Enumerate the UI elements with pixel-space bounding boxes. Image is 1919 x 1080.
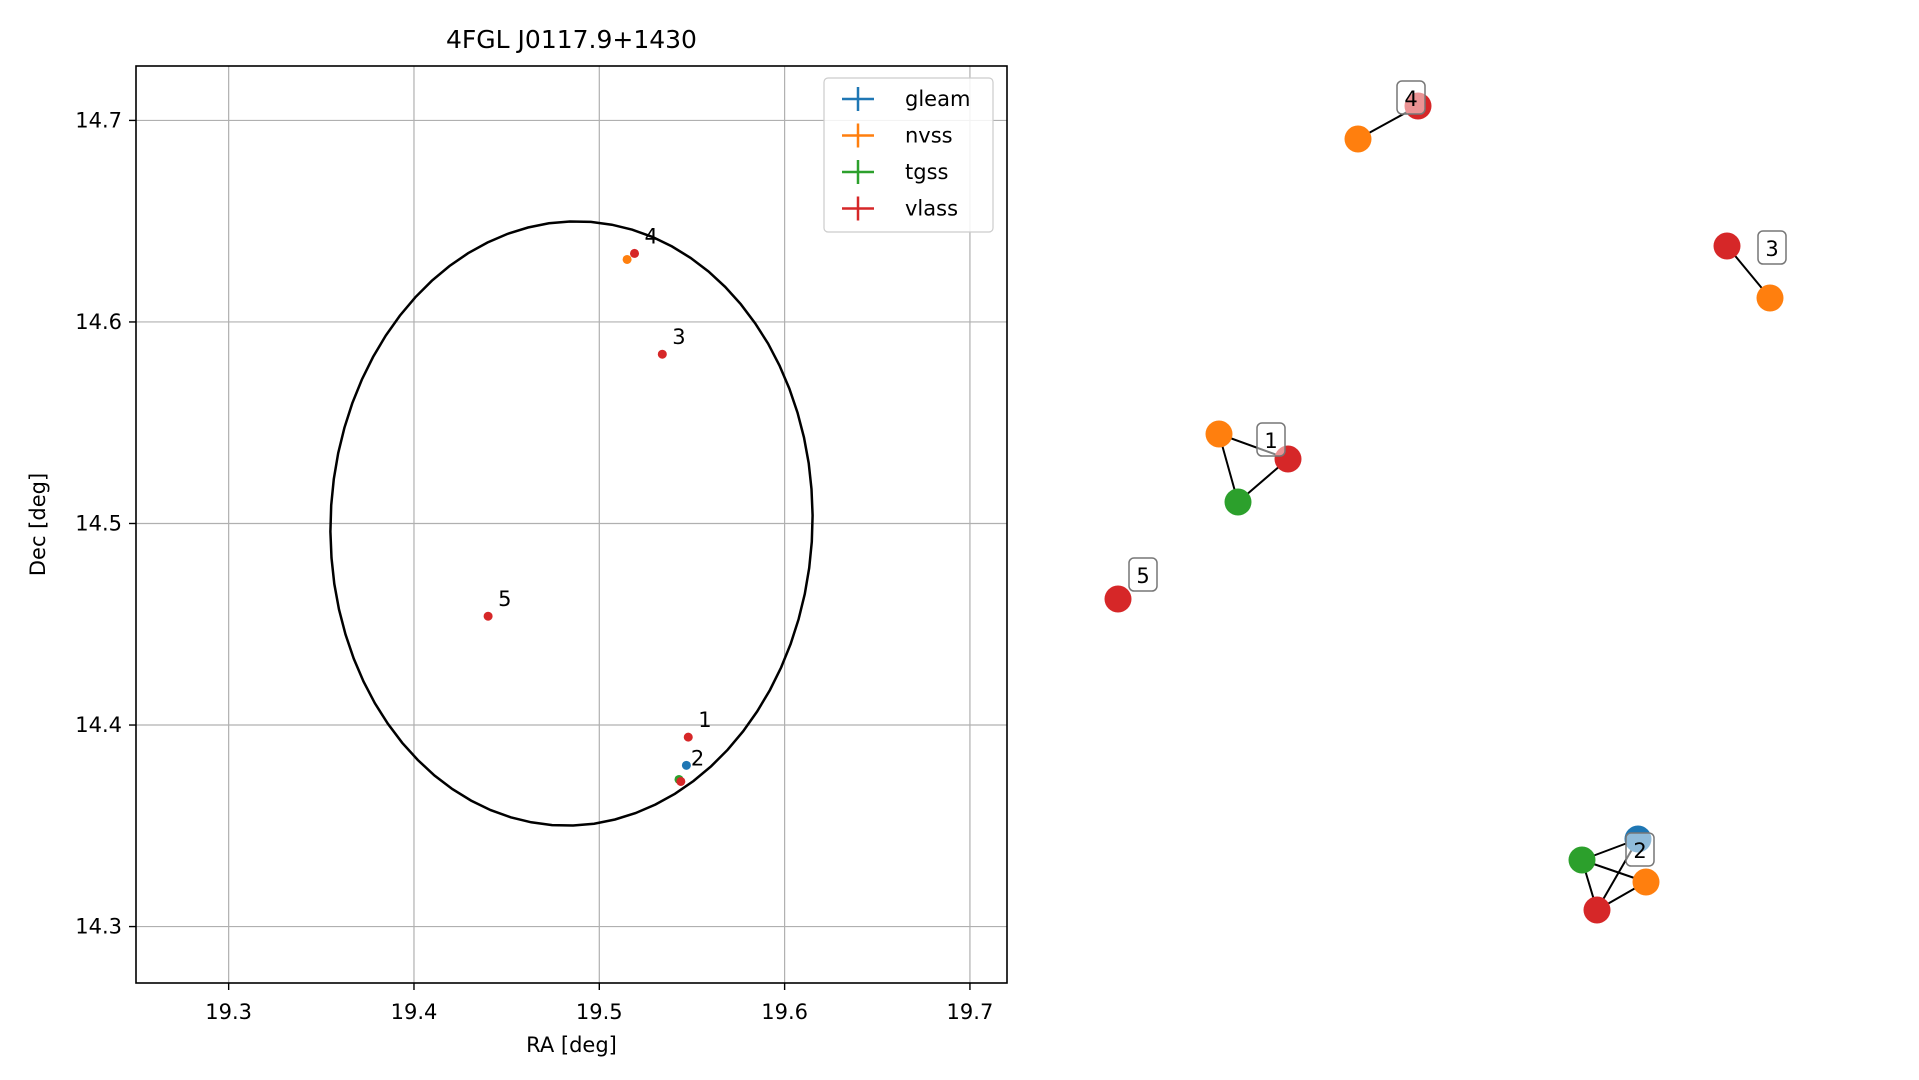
network-label-1: 1 (1264, 429, 1277, 453)
network-label-5: 5 (1136, 564, 1149, 588)
legend: gleam nvss tgss vlass (823, 77, 994, 233)
x-tick-label: 19.5 (576, 1000, 623, 1024)
legend-label-vlass: vlass (905, 197, 958, 221)
data-point-vlass (676, 776, 686, 786)
network-node-vlass (1713, 232, 1741, 260)
network-label-box (1256, 422, 1286, 457)
network-node-nvss (1756, 284, 1784, 312)
data-point-vlass (657, 349, 667, 359)
network-group-3: 3 (1713, 230, 1787, 312)
network-label-2: 2 (1633, 839, 1646, 863)
point-label-4: 4 (645, 224, 658, 248)
network-node-nvss (1632, 868, 1660, 896)
legend-box (823, 77, 994, 233)
data-point-nvss (622, 254, 632, 264)
crossmatch-network-graph: 1 2 3 4 5 (1104, 80, 1787, 924)
network-label-3: 3 (1765, 237, 1778, 261)
network-label-4: 4 (1404, 87, 1417, 111)
network-group-2: 2 (1568, 825, 1660, 924)
x-tick-label: 19.3 (205, 1000, 252, 1024)
y-tick-label: 14.7 (75, 108, 122, 132)
network-label-box (1625, 832, 1655, 867)
legend-label-nvss: nvss (905, 124, 953, 148)
point-label-3: 3 (672, 325, 685, 349)
point-label-2: 2 (691, 746, 704, 770)
network-node-vlass (1104, 585, 1132, 613)
y-tick-label: 14.6 (75, 310, 122, 334)
network-node-nvss (1344, 125, 1372, 153)
network-node-nvss (1205, 420, 1233, 448)
y-tick-label: 14.4 (75, 713, 122, 737)
data-point-vlass (683, 732, 693, 742)
data-point-vlass (483, 611, 493, 621)
network-label-box (1396, 80, 1426, 115)
legend-label-gleam: gleam (905, 87, 970, 111)
sky-scatter-plot: 1 2 3 4 5 19.3 19.4 19.5 19.6 19.7 14.3 14.4 14.5 14.… (26, 25, 1008, 1057)
network-node-tgss (1568, 846, 1596, 874)
network-group-1: 1 (1205, 420, 1302, 516)
x-tick-label: 19.4 (391, 1000, 438, 1024)
point-label-1: 1 (698, 708, 711, 732)
point-label-5: 5 (498, 587, 511, 611)
y-tick-label: 14.5 (75, 511, 122, 535)
legend-label-tgss: tgss (905, 160, 948, 184)
network-node-tgss (1224, 488, 1252, 516)
network-label-box (1757, 230, 1787, 265)
plot-frame (135, 65, 1008, 984)
x-tick-label: 19.7 (947, 1000, 994, 1024)
y-tick-label: 14.3 (75, 915, 122, 939)
error-ellipse (329, 220, 814, 827)
network-group-4: 4 (1344, 80, 1432, 153)
data-point-gleam (681, 760, 691, 770)
network-group-5: 5 (1104, 557, 1158, 613)
chart-title: 4FGL J0117.9+1430 (446, 25, 697, 54)
y-axis-label: Dec [deg] (26, 473, 50, 576)
x-tick-label: 19.6 (761, 1000, 808, 1024)
network-label-box (1128, 557, 1158, 592)
data-point-vlass (630, 248, 640, 258)
x-axis-label: RA [deg] (526, 1033, 617, 1057)
network-node-vlass (1583, 896, 1611, 924)
